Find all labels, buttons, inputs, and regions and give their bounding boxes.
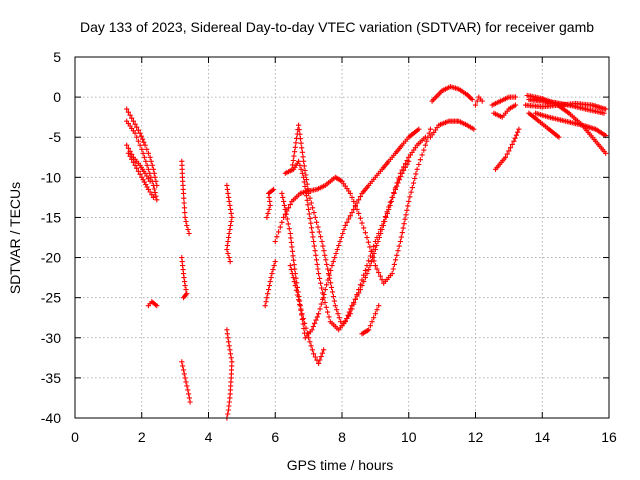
chart-title: Day 133 of 2023, Sidereal Day-to-day VTE… <box>80 19 594 35</box>
y-tick-label: -25 <box>41 290 61 306</box>
plus-markers <box>472 94 485 108</box>
x-tick-label: 0 <box>71 429 79 445</box>
plus-markers <box>125 150 156 200</box>
x-tick-label: 4 <box>205 429 213 445</box>
data-series <box>179 158 192 237</box>
grid-lines <box>75 57 609 418</box>
data-series <box>224 182 235 265</box>
data-series <box>539 96 609 156</box>
data-series <box>282 158 412 333</box>
plus-markers <box>539 96 609 156</box>
x-tick-label: 14 <box>534 429 550 445</box>
y-tick-label: 5 <box>53 49 61 65</box>
plus-markers <box>279 126 422 341</box>
x-axis-label: GPS time / hours <box>287 457 394 473</box>
x-tick-label: 8 <box>338 429 346 445</box>
data-series <box>287 263 327 366</box>
data-series <box>359 303 382 337</box>
x-tick-label: 12 <box>468 429 484 445</box>
plus-markers <box>526 110 562 140</box>
data-series <box>124 142 153 184</box>
plus-markers <box>179 359 193 405</box>
data-series <box>179 255 190 301</box>
plus-markers <box>533 110 609 139</box>
data-series <box>272 126 433 286</box>
data-series <box>179 359 193 405</box>
data-series <box>492 126 522 172</box>
data-series <box>472 94 485 108</box>
data-series <box>279 126 422 341</box>
x-tick-label: 10 <box>401 429 417 445</box>
plus-markers <box>224 182 235 265</box>
data-points <box>124 84 609 421</box>
y-tick-label: -40 <box>41 410 61 426</box>
data-series <box>533 110 609 139</box>
y-tick-label: -10 <box>41 169 61 185</box>
data-series <box>429 84 475 104</box>
plus-markers <box>287 263 327 366</box>
plus-markers <box>262 259 278 309</box>
data-series <box>125 150 156 200</box>
plus-markers <box>124 106 160 188</box>
y-tick-label: -5 <box>49 129 62 145</box>
data-series <box>489 94 519 108</box>
plus-markers <box>489 94 519 108</box>
y-axis-ticks: 5 0 -5 -10 -15 -20 -25 -30 -35 -40 <box>41 49 609 426</box>
x-axis-ticks: 0 2 4 6 8 10 12 14 16 <box>71 57 617 445</box>
plus-markers <box>224 327 235 421</box>
plus-markers <box>359 303 382 337</box>
y-tick-label: -30 <box>41 330 61 346</box>
x-tick-label: 2 <box>138 429 146 445</box>
plus-markers <box>427 118 477 140</box>
data-series <box>224 327 235 421</box>
plus-markers <box>491 102 519 120</box>
data-series <box>264 186 277 220</box>
plus-markers <box>124 142 153 184</box>
plus-markers <box>429 84 475 104</box>
plus-markers <box>282 158 412 333</box>
y-tick-label: -15 <box>41 209 61 225</box>
y-axis-label: SDTVAR / TECUs <box>7 182 23 294</box>
data-series <box>427 118 477 140</box>
plus-markers <box>179 158 192 237</box>
plus-markers <box>179 255 190 301</box>
data-series <box>145 299 160 309</box>
plus-markers <box>272 126 433 286</box>
x-tick-label: 6 <box>271 429 279 445</box>
x-tick-label: 16 <box>601 429 617 445</box>
plus-markers <box>145 299 160 309</box>
plus-markers <box>492 126 522 172</box>
data-series <box>526 110 562 140</box>
y-tick-label: 0 <box>53 89 61 105</box>
y-tick-label: -35 <box>41 370 61 386</box>
data-series <box>262 259 278 309</box>
data-series <box>491 102 519 120</box>
y-tick-label: -20 <box>41 250 61 266</box>
plus-markers <box>264 186 277 220</box>
data-series <box>124 106 160 188</box>
